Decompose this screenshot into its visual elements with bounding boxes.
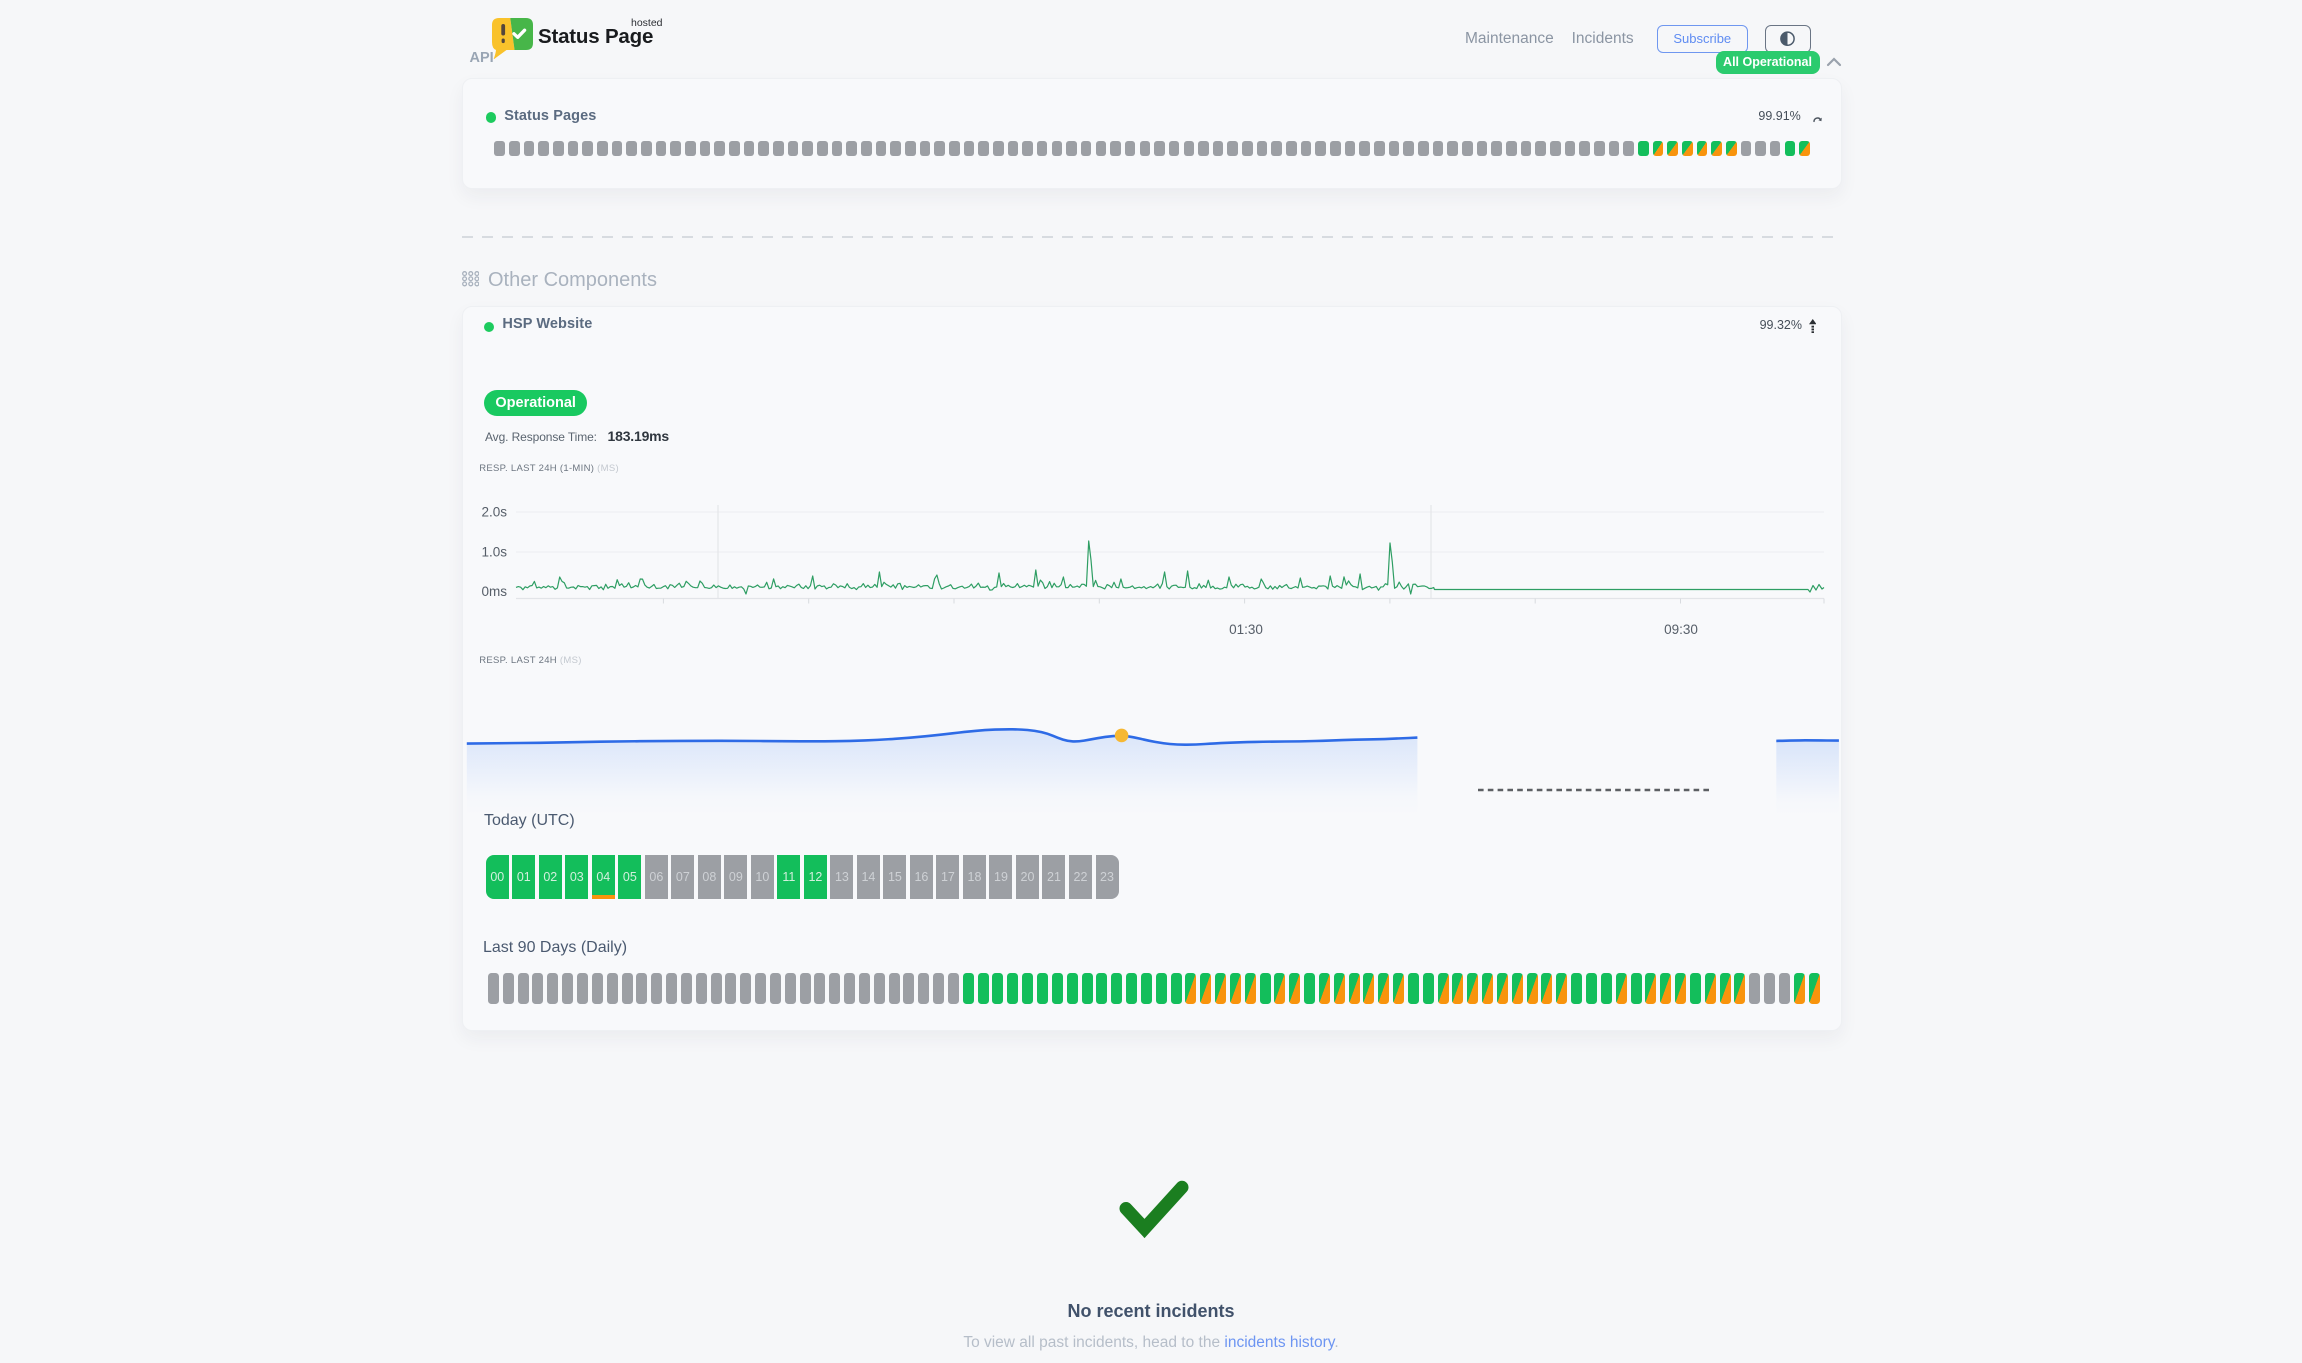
svg-text:01:30: 01:30 — [1229, 622, 1263, 637]
svg-text:2.0s: 2.0s — [481, 505, 507, 520]
svg-text:0ms: 0ms — [481, 584, 507, 599]
svg-text:09:30: 09:30 — [1664, 622, 1698, 637]
svg-text:1.0s: 1.0s — [481, 545, 507, 560]
